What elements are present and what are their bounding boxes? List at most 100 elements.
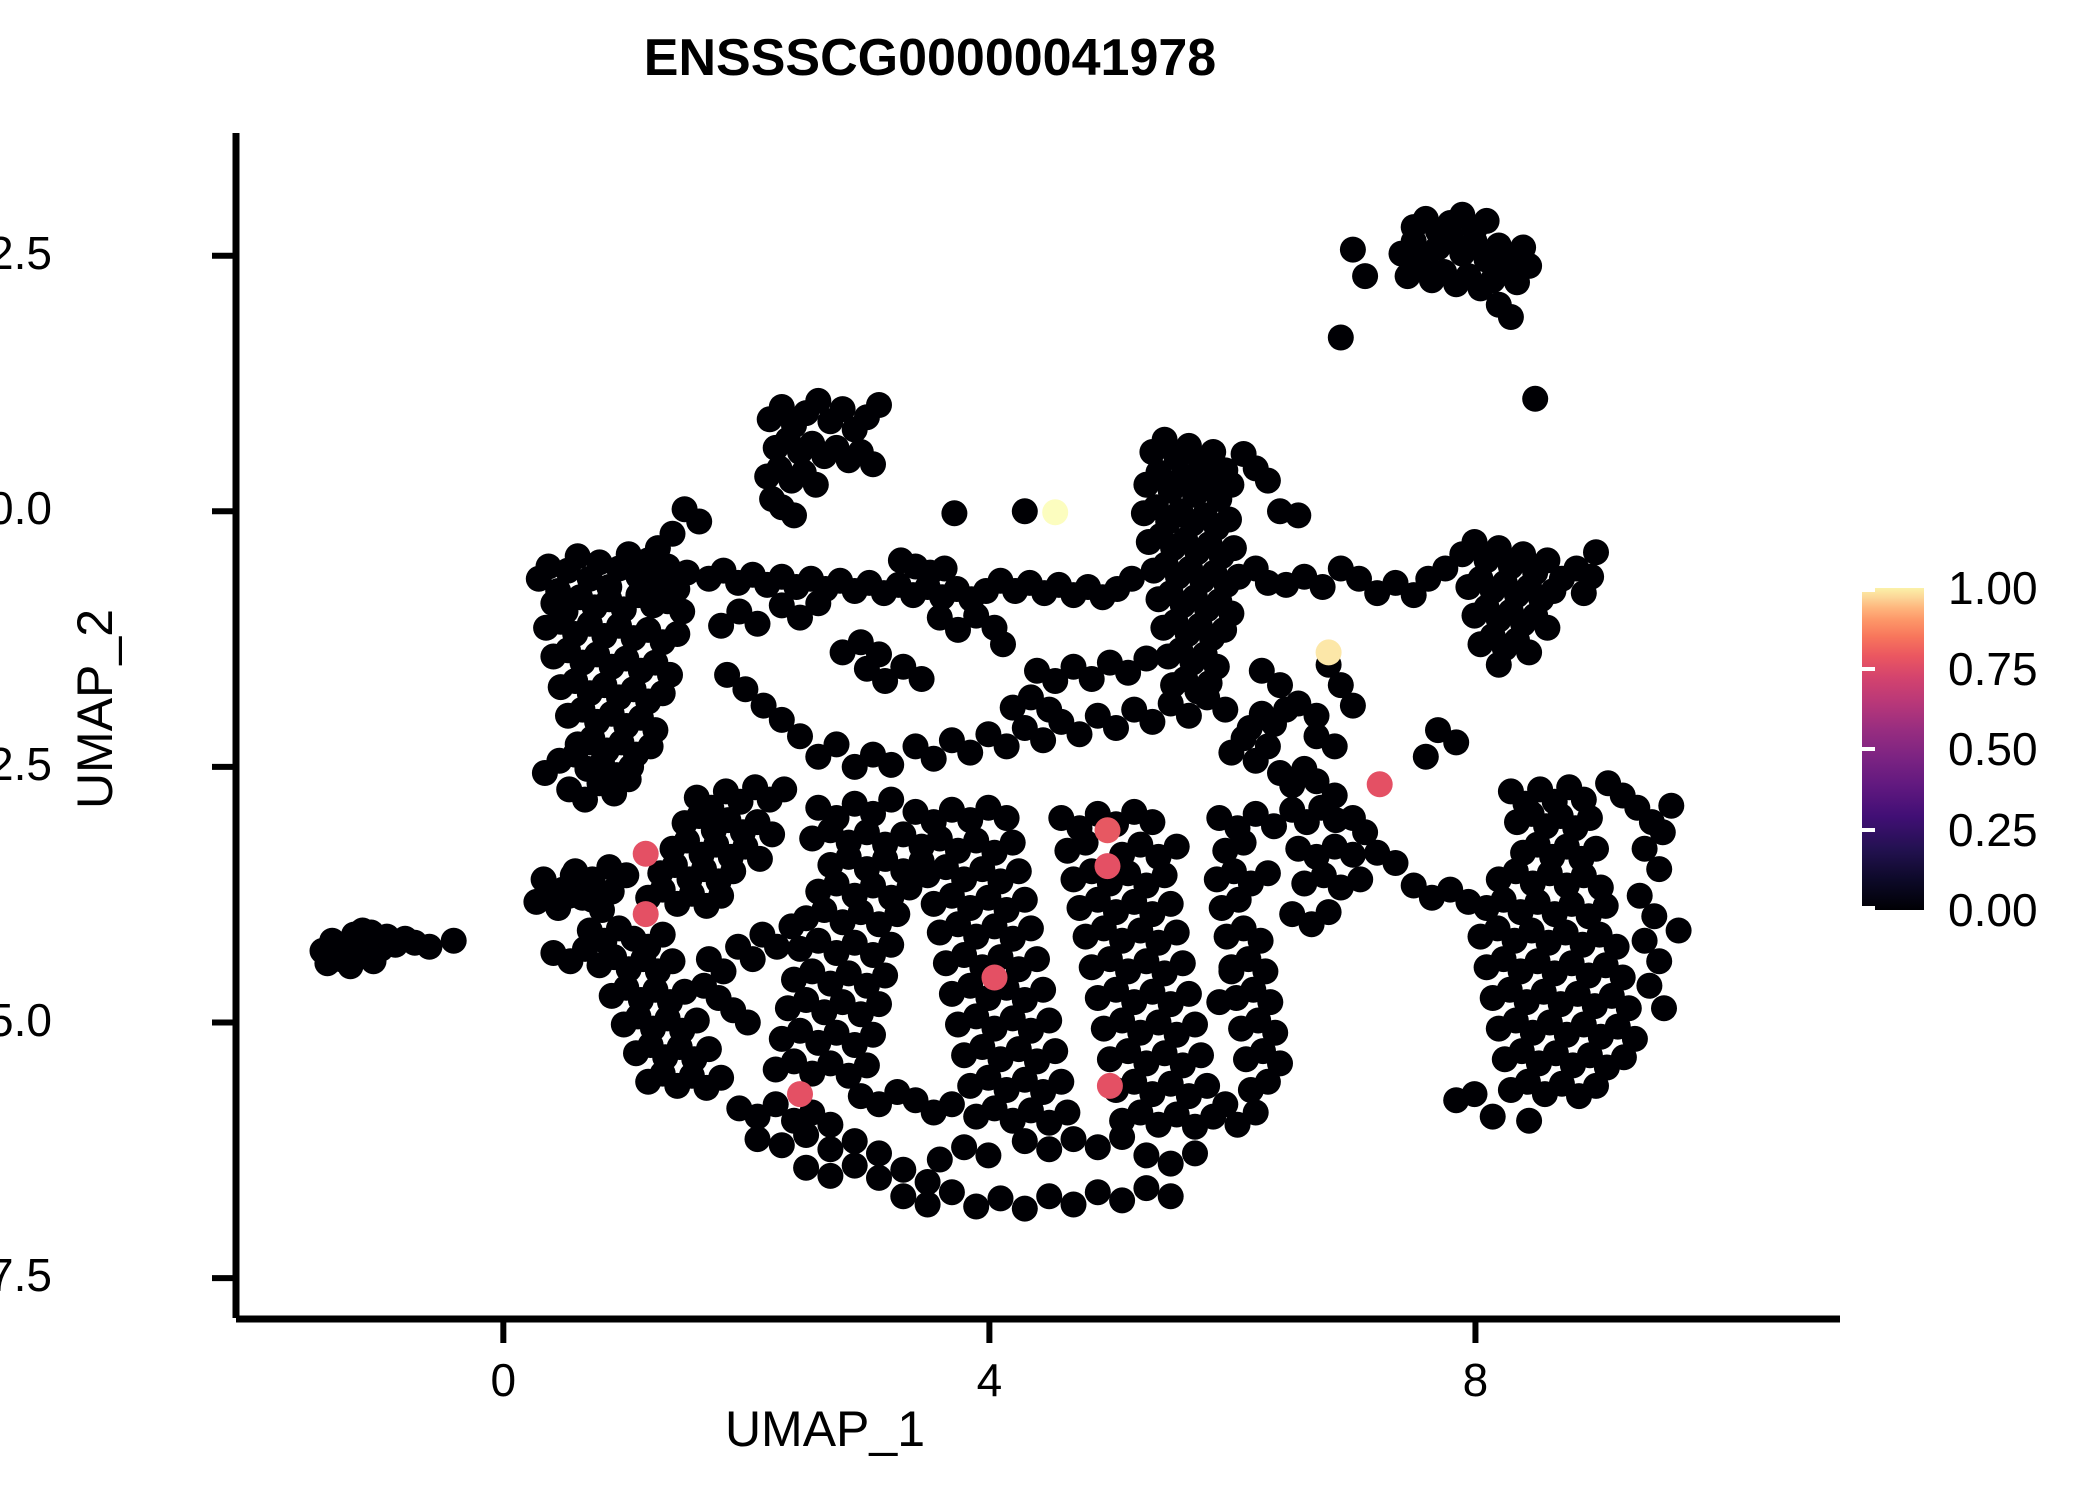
scatter-point — [695, 1036, 722, 1063]
scatter-point — [853, 1052, 880, 1079]
legend-tick-mark — [1862, 588, 1875, 592]
y-tick-label: -2.5 — [0, 226, 52, 279]
scatter-point — [674, 559, 700, 586]
legend-tick-mark — [1862, 747, 1875, 751]
scatter-point — [1224, 1111, 1251, 1138]
scatter-point-highlighted — [1366, 771, 1393, 798]
scatter-point — [841, 929, 868, 956]
scatter-point — [1060, 1191, 1087, 1218]
scatter-point — [926, 604, 953, 631]
scatter-point — [1030, 976, 1057, 1003]
scatter-point — [1060, 1126, 1087, 1153]
scatter-point — [963, 602, 990, 629]
scatter-point — [847, 629, 874, 656]
scatter-point-highlighted — [1094, 817, 1121, 844]
scatter-point — [1254, 1068, 1281, 1095]
scatter-point — [440, 927, 467, 954]
scatter-point — [1211, 616, 1238, 643]
y-tick-label: 0.0 — [0, 482, 52, 535]
scatter-point — [708, 882, 735, 909]
scatter-point — [1626, 882, 1653, 909]
scatter-point — [550, 876, 577, 903]
scatter-point — [1346, 565, 1372, 592]
scatter-point — [1151, 1040, 1178, 1067]
scatter-point — [1382, 850, 1409, 876]
scatter-point — [1042, 668, 1069, 694]
scatter-point — [787, 604, 813, 631]
scatter-point — [866, 641, 892, 668]
scatter-point — [659, 948, 686, 975]
scatter-point — [1145, 1009, 1172, 1036]
legend-tick-mark — [1862, 906, 1875, 910]
scatter-point — [931, 555, 958, 582]
scatter-point — [1084, 702, 1111, 729]
scatter-point — [1516, 252, 1543, 279]
y-tick-label: 2.5 — [0, 737, 52, 790]
scatter-point — [993, 733, 1020, 760]
scatter-point — [1646, 856, 1673, 883]
scatter-point — [805, 387, 832, 414]
scatter-point — [1194, 1072, 1221, 1099]
scatter-point — [1175, 432, 1202, 459]
scatter-point — [1212, 696, 1239, 723]
legend-tick-mark — [2079, 827, 2092, 832]
scatter-point — [823, 1019, 850, 1046]
scatter-point — [981, 1095, 1008, 1122]
scatter-point — [1175, 980, 1202, 1007]
y-tick-label: 7.5 — [0, 1249, 52, 1302]
scatter-point — [613, 862, 640, 889]
scatter-point — [1048, 1068, 1075, 1095]
scatter-point — [1036, 696, 1063, 723]
scatter-point — [1443, 729, 1470, 756]
scatter-point — [981, 614, 1008, 641]
scatter-point — [853, 819, 880, 846]
scatter-point — [1443, 1087, 1470, 1114]
scatter-point — [902, 733, 929, 760]
scatter-point — [530, 866, 557, 893]
scatter-point — [649, 921, 676, 948]
scatter-point — [1641, 903, 1668, 930]
scatter-point — [890, 1156, 917, 1183]
scatter-point — [1425, 717, 1451, 744]
scatter-point — [1182, 1011, 1208, 1038]
scatter-point — [1127, 831, 1154, 858]
scatter-point — [1011, 498, 1038, 525]
scatter-point — [1115, 1038, 1142, 1065]
scatter-point — [1279, 901, 1306, 928]
scatter-point — [762, 1091, 789, 1118]
scatter-point — [586, 549, 613, 576]
scatter-point — [1157, 1070, 1184, 1097]
scatter-point — [778, 913, 805, 940]
legend-tick-mark — [2079, 906, 2092, 910]
scatter-point — [1011, 886, 1038, 913]
scatter-point — [1412, 743, 1439, 770]
color-legend[interactable]: 1.00 0.75 0.50 0.25 0.00 — [1862, 562, 2092, 936]
scatter-point — [1139, 809, 1166, 836]
scatter-point — [771, 776, 798, 803]
scatter-point — [1534, 614, 1561, 641]
scatter-point — [1646, 948, 1673, 975]
scatter-point — [744, 610, 771, 637]
scatter-point — [1497, 304, 1524, 330]
scatter-point — [615, 541, 642, 568]
scatter-point — [817, 1111, 844, 1138]
scatter-point — [1054, 1099, 1081, 1126]
scatter-point — [1254, 467, 1281, 494]
scatter-point — [1127, 1099, 1154, 1126]
scatter-point — [999, 829, 1026, 856]
scatter-point — [1182, 1140, 1208, 1167]
scatter-point — [1352, 263, 1379, 290]
scatter-point — [890, 821, 917, 848]
scatter-point — [1212, 457, 1239, 484]
scatter-point — [1473, 207, 1500, 234]
scatter-point — [1109, 1007, 1136, 1034]
scatter-point — [1139, 708, 1166, 735]
scatter-point — [1103, 715, 1129, 741]
scatter-point — [841, 1152, 868, 1179]
scatter-point — [823, 870, 850, 897]
scatter-point — [1218, 958, 1245, 985]
scatter-point — [1066, 721, 1093, 748]
scatter-point — [793, 987, 820, 1013]
scatter-point — [1121, 696, 1148, 723]
scatter-point — [1017, 684, 1044, 711]
